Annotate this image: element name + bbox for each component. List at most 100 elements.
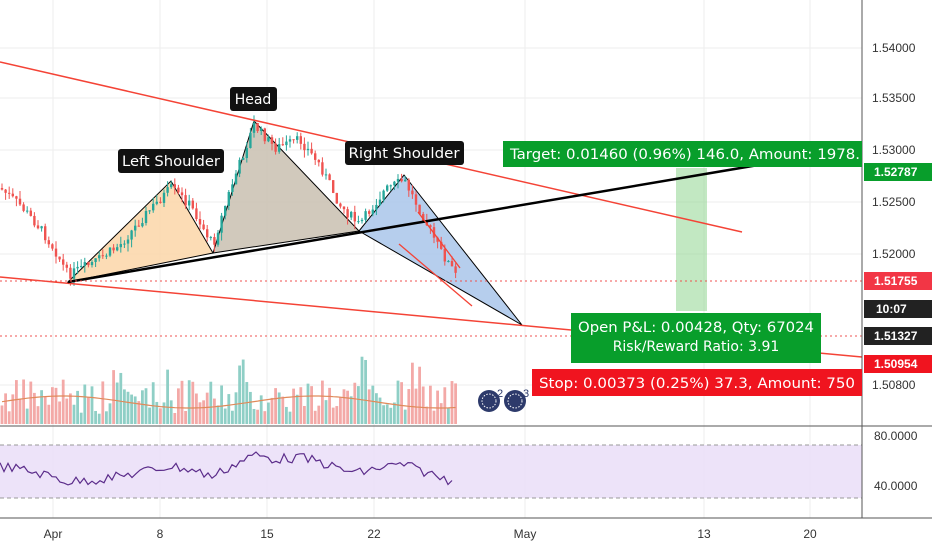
head-label[interactable]: Head [230,87,277,111]
candle-body [4,189,7,193]
left-shoulder-label[interactable]: Left Shoulder [118,149,224,173]
stop-price-tag: 1.50954 [864,355,932,373]
candle-body [245,147,248,158]
candle-body [220,215,223,233]
candle-body [281,144,284,146]
volume-bar [148,407,151,424]
candle-body [209,237,212,239]
candle-body [393,181,396,186]
volume-bars [0,356,457,424]
candle-body [0,188,4,190]
candle-body [339,203,342,207]
target-info-box[interactable]: Target: 0.01460 (0.96%) 146.0, Amount: 1… [503,141,862,167]
time-axis[interactable]: Apr 8 15 22 May 13 20 [44,527,817,541]
svg-text:Right Shoulder: Right Shoulder [349,146,460,162]
stop-info-box[interactable]: Stop: 0.00373 (0.25%) 37.3, Amount: 750 [532,369,862,396]
candle-body [364,211,367,220]
volume-bar [317,405,321,424]
price-axis[interactable]: 1.54000 1.53500 1.53000 1.52500 1.52000 … [872,41,916,392]
candle-body [382,190,385,200]
volume-bar [0,405,4,424]
candle-body [342,206,346,210]
y-tick: 1.50800 [872,378,916,392]
candle-body [368,211,371,214]
candle-body [353,211,356,222]
volume-bar [281,396,285,424]
candle-body [328,174,331,181]
volume-bar [367,389,371,424]
candle-body [87,262,90,266]
candle-body [346,209,349,218]
candle-body [335,192,338,204]
candle-body [40,226,43,229]
candle-body [317,159,320,163]
volume-bar [447,407,450,424]
candle-body [375,204,378,210]
candle-body [119,244,122,248]
candle-body [411,190,414,195]
candle-body [224,205,227,216]
candle-body [137,225,140,227]
candle-body [141,223,144,227]
volume-bar [169,400,173,424]
candle-body [130,230,133,240]
candle-body [314,153,317,160]
volume-bar [378,397,382,424]
volume-bar [292,388,295,424]
volume-moving-average [1,395,456,409]
volume-bar [400,382,403,424]
candle-body [33,215,36,226]
volume-bar [173,412,177,424]
volume-bar [177,388,180,424]
volume-bar [18,399,22,424]
volume-bar [436,390,439,424]
right-shoulder-label[interactable]: Right Shoulder [345,141,464,165]
candle-body [252,122,256,133]
candle-body [422,214,425,222]
candlesticks [0,115,457,286]
volume-bar [238,365,241,424]
volume-bar [421,386,425,424]
volume-bar [450,381,454,424]
candle-body [170,184,173,188]
candle-body [400,178,403,182]
volume-bar [454,383,457,424]
volume-bar [393,402,396,424]
volume-bar [339,397,342,424]
candle-body [105,255,108,257]
svg-text:2: 2 [497,388,503,400]
volume-bar [227,394,231,424]
candle-body [173,184,176,188]
volume-bar [310,386,313,424]
neckline[interactable] [67,161,771,284]
candle-body [371,209,374,214]
volume-bar [187,380,191,424]
volume-bar [133,396,137,424]
volume-bar [130,394,133,424]
candle-body [216,232,220,245]
candle-body [108,247,112,256]
volume-bar [277,392,281,424]
volume-bar [25,408,29,424]
candle-body [213,237,216,245]
rsi-line [0,451,453,486]
volume-bar [346,390,349,424]
pnl-info-box[interactable]: Open P&L: 0.00428, Qty: 67024 Risk/Rewar… [571,313,821,363]
candle-body [357,221,360,223]
y-tick: 1.52000 [872,247,916,261]
candle-body [144,210,148,224]
candle-body [303,143,306,151]
volume-bar [259,395,263,424]
candle-body [278,144,281,152]
x-tick: 13 [697,527,711,541]
event-badge-2[interactable]: 2 [478,388,503,412]
volume-bar [263,411,267,424]
svg-text:Risk/Reward Ratio: 3.91: Risk/Reward Ratio: 3.91 [613,339,780,355]
candle-body [44,226,47,241]
candle-body [11,193,14,197]
svg-text:Stop: 0.00373 (0.25%) 37.3, Am: Stop: 0.00373 (0.25%) 37.3, Amount: 750 [539,376,855,392]
volume-bar [252,408,256,424]
candle-body [360,219,364,222]
event-badge-3[interactable]: 3 [504,388,529,412]
